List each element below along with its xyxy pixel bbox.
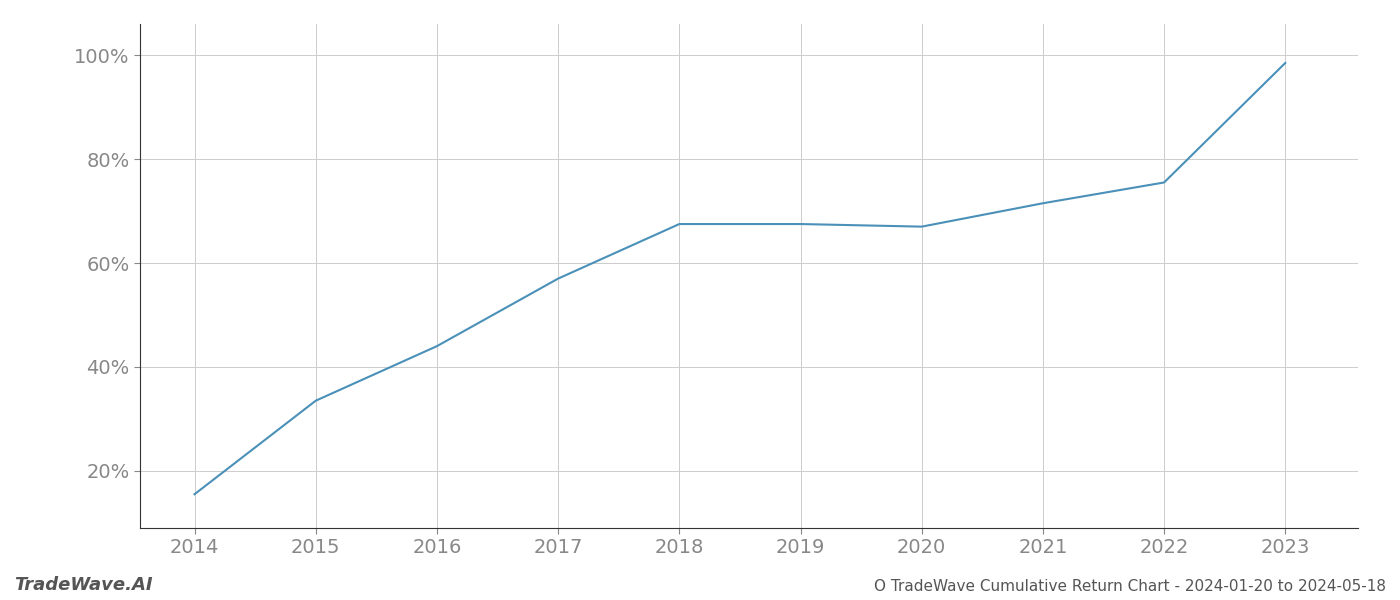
Text: O TradeWave Cumulative Return Chart - 2024-01-20 to 2024-05-18: O TradeWave Cumulative Return Chart - 20…: [874, 579, 1386, 594]
Text: TradeWave.AI: TradeWave.AI: [14, 576, 153, 594]
